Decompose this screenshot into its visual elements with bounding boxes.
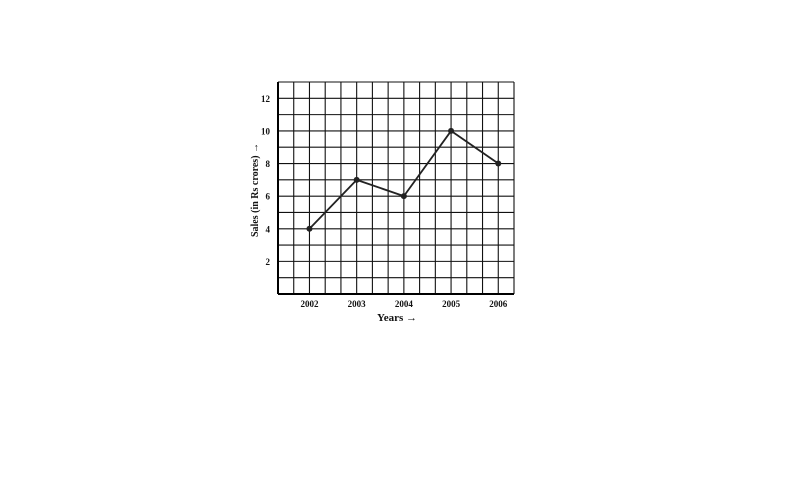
y-tick-label: 8 xyxy=(266,159,271,169)
y-tick-label: 4 xyxy=(266,224,271,234)
y-tick-labels: 2 4 6 8 10 12 xyxy=(261,94,271,267)
data-point xyxy=(448,127,455,134)
x-tick-label: 2005 xyxy=(442,299,461,309)
y-tick-label: 2 xyxy=(266,257,271,267)
data-point xyxy=(306,225,313,232)
series-sales xyxy=(306,127,502,232)
x-tick-label: 2002 xyxy=(300,299,319,309)
x-tick-labels: 2002 2003 2004 2005 2006 xyxy=(300,299,507,309)
chart-axes xyxy=(277,82,514,295)
chart-grid xyxy=(277,81,515,295)
x-tick-label: 2004 xyxy=(395,299,414,309)
data-point xyxy=(400,193,407,200)
data-point xyxy=(495,160,502,167)
data-point xyxy=(353,176,360,183)
x-tick-label: 2006 xyxy=(489,299,508,309)
x-tick-label: 2003 xyxy=(348,299,367,309)
y-tick-label: 6 xyxy=(266,192,271,202)
y-axis-label: Sales (in Rs crores) → xyxy=(250,143,261,237)
y-tick-label: 10 xyxy=(261,126,271,136)
y-tick-label: 12 xyxy=(261,94,271,104)
x-axis-label: Years → xyxy=(377,312,417,324)
